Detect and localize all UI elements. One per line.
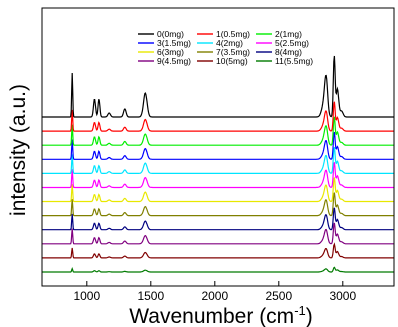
- legend-label-11: 11(5.5mg): [275, 56, 313, 66]
- legend-label-3: 3(1.5mg): [157, 38, 191, 48]
- x-axis-label-main: Wavenumber (cm: [129, 305, 294, 327]
- series-line-11: [42, 266, 394, 273]
- series-line-1: [42, 101, 394, 132]
- series-line-8: [42, 207, 394, 231]
- legend-label-4: 4(2mg): [216, 38, 243, 48]
- series-line-9: [42, 222, 394, 245]
- series-line-5: [42, 162, 394, 189]
- legend-label-6: 6(3mg): [157, 47, 184, 57]
- x-axis-label-sup: -1: [294, 303, 306, 318]
- legend-label-2: 2(1mg): [275, 29, 302, 39]
- x-tick-label: 2500: [265, 289, 292, 303]
- legend-label-10: 10(5mg): [216, 56, 248, 66]
- legend-label-1: 1(0.5mg): [216, 29, 250, 39]
- series-line-4: [42, 146, 394, 174]
- x-ticks: 1000 1500 2000 2500 3000: [73, 281, 356, 303]
- x-tick-label: 1000: [73, 289, 100, 303]
- series-layer: [42, 55, 394, 273]
- x-tick-label: 1500: [137, 289, 164, 303]
- series-line-6: [42, 177, 394, 203]
- legend-label-5: 5(2.5mg): [275, 38, 309, 48]
- legend-label-8: 8(4mg): [275, 47, 302, 57]
- x-tick-label: 2000: [201, 289, 228, 303]
- series-line-7: [42, 192, 394, 217]
- legend-label-9: 9(4.5mg): [157, 56, 191, 66]
- legend: 0(0mg) 1(0.5mg) 2(1mg) 3(1.5mg) 4(2mg) 5(2.5m…: [138, 29, 313, 66]
- legend-label-0: 0(0mg): [157, 29, 184, 39]
- x-axis-label: Wavenumber (cm-1): [129, 303, 313, 327]
- plot-frame: [41, 7, 395, 287]
- x-axis-label-close: ): [306, 305, 313, 327]
- x-tick-label: 3000: [329, 289, 356, 303]
- series-line-3: [42, 131, 394, 160]
- series-line-0: [42, 55, 394, 118]
- series-line-2: [42, 116, 394, 146]
- y-axis-label: intensity (a.u.): [7, 84, 30, 216]
- legend-label-7: 7(3.5mg): [216, 47, 250, 57]
- series-line-10: [42, 242, 394, 259]
